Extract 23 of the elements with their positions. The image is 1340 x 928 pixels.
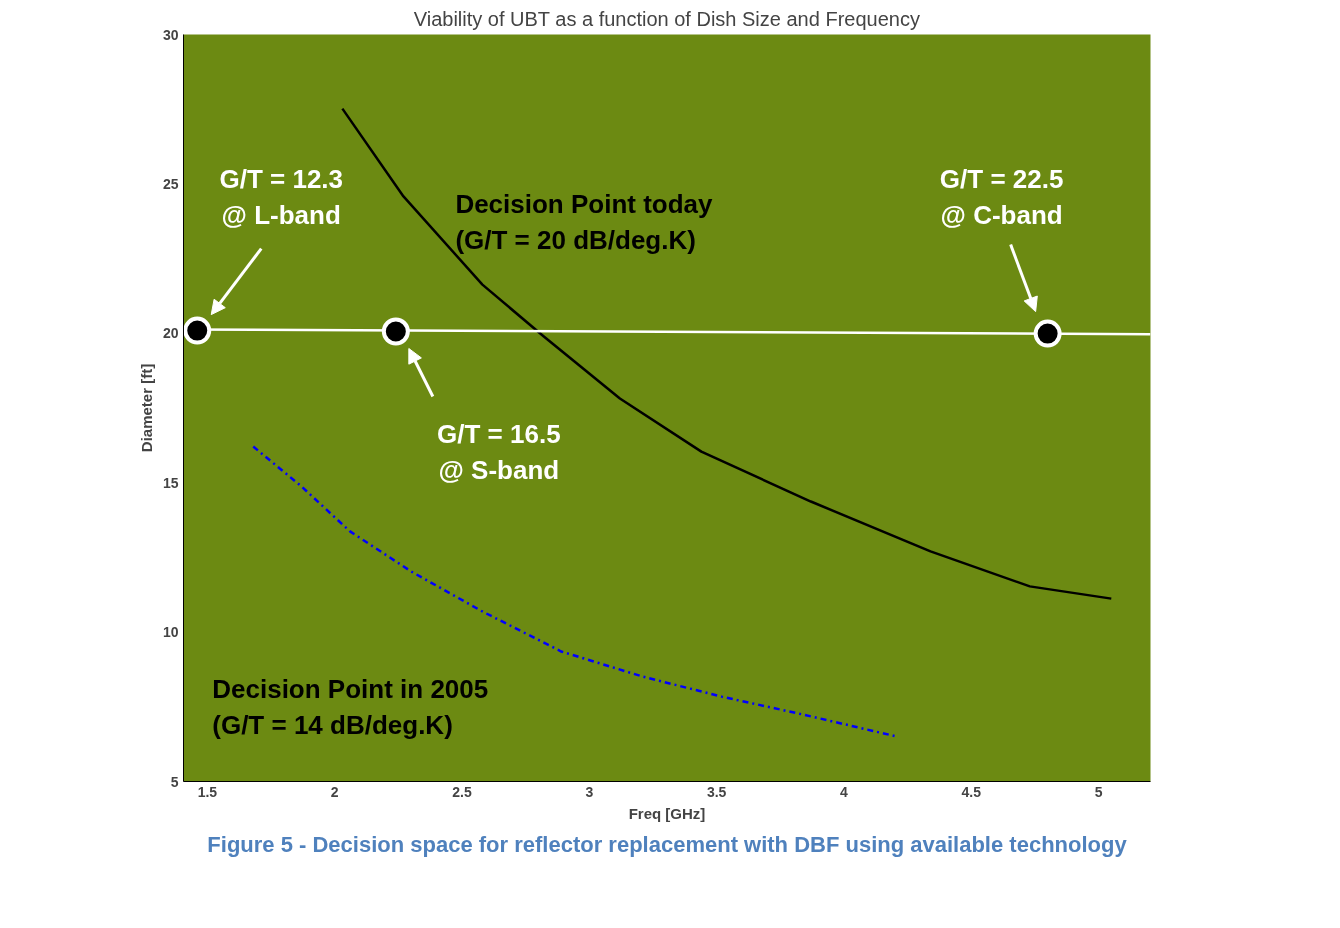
y-tick-label: 30	[162, 26, 179, 43]
y-tick-label: 10	[162, 624, 179, 641]
x-tick-label: 1.5	[197, 783, 218, 800]
line-series	[341, 107, 1113, 600]
x-tick-label: 5	[1094, 783, 1103, 800]
annotation: G/T = 12.3 @ L-band	[219, 163, 344, 230]
text: Decision Point in 2005 (G/T = 14 dB/deg.K)	[212, 673, 489, 740]
caption: Figure 5 - Decision space for reflector replacement with DBF using available technology	[207, 831, 1128, 857]
y-tick-label: 15	[162, 474, 179, 491]
x-tick-label: 3	[585, 783, 594, 800]
x-tick-label: 2	[330, 783, 339, 800]
x-tick-label: 2.5	[452, 783, 472, 800]
chart-title: Viability of UBT as a function of Dish Size and Frequency	[413, 7, 920, 30]
x-tick-label: 4	[840, 783, 849, 800]
x-axis-title: Freq [GHz]	[628, 804, 706, 822]
y-tick-label: 20	[162, 325, 179, 342]
y-axis-title: Diameter [ft]	[137, 363, 155, 453]
x-tick-label: 4.5	[961, 783, 982, 800]
series-label: Decision Point today (G/T = 20 dB/deg.K)	[455, 188, 714, 255]
annotation: G/T = 16.5 @ S-band	[437, 418, 561, 485]
x-tick-label: 3.5	[706, 783, 727, 800]
annotation: G/T = 22.5 @ C-band	[939, 163, 1064, 230]
y-tick-label: 25	[162, 175, 179, 192]
